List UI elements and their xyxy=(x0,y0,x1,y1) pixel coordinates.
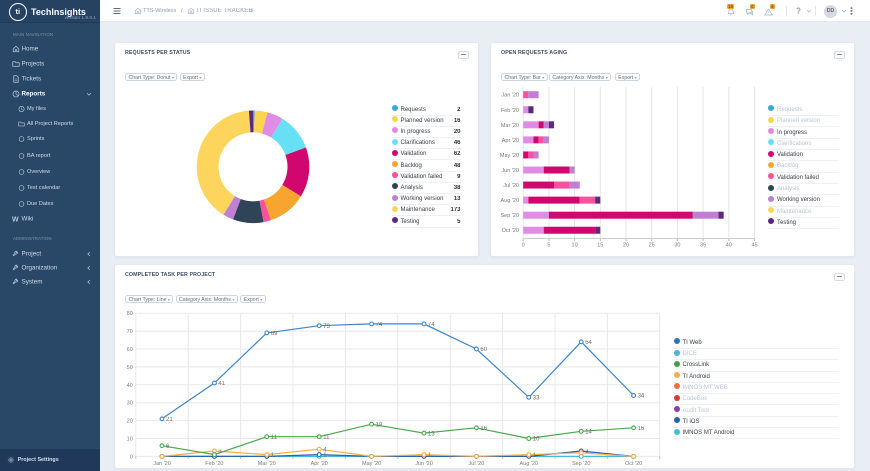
svg-text:Jul '20: Jul '20 xyxy=(503,183,519,189)
svg-text:Mar '20: Mar '20 xyxy=(258,461,276,467)
svg-text:16: 16 xyxy=(480,426,487,432)
svg-text:Aug '20: Aug '20 xyxy=(501,198,519,204)
svg-text:30: 30 xyxy=(127,401,133,407)
svg-text:35: 35 xyxy=(700,243,706,249)
svg-text:1: 1 xyxy=(533,453,537,459)
svg-text:Jun '20: Jun '20 xyxy=(501,168,519,174)
svg-text:11: 11 xyxy=(323,435,330,441)
svg-text:Feb '20: Feb '20 xyxy=(205,461,223,467)
svg-text:Apr '20: Apr '20 xyxy=(311,461,328,467)
svg-text:Sep '20: Sep '20 xyxy=(501,213,519,219)
svg-text:11: 11 xyxy=(271,435,278,441)
svg-text:1: 1 xyxy=(323,453,327,459)
svg-text:10: 10 xyxy=(572,243,578,249)
svg-text:50: 50 xyxy=(127,365,133,371)
svg-text:69: 69 xyxy=(271,331,278,337)
svg-text:64: 64 xyxy=(585,340,592,346)
svg-text:70: 70 xyxy=(127,329,133,335)
svg-text:Jan '20: Jan '20 xyxy=(153,461,171,467)
svg-text:Oct '20: Oct '20 xyxy=(502,228,519,234)
svg-text:May '20: May '20 xyxy=(362,461,381,467)
svg-text:16: 16 xyxy=(638,426,645,432)
svg-text:5: 5 xyxy=(547,243,550,249)
svg-text:40: 40 xyxy=(726,243,732,249)
svg-text:Jun '20: Jun '20 xyxy=(415,461,433,467)
svg-text:73: 73 xyxy=(323,324,330,330)
svg-text:10: 10 xyxy=(127,437,133,443)
svg-text:74: 74 xyxy=(428,322,435,328)
svg-text:21: 21 xyxy=(166,417,173,423)
svg-text:Feb '20: Feb '20 xyxy=(501,108,519,114)
svg-text:0: 0 xyxy=(522,243,525,249)
svg-text:80: 80 xyxy=(127,311,133,317)
svg-text:74: 74 xyxy=(376,322,383,328)
svg-text:Apr '20: Apr '20 xyxy=(502,138,519,144)
svg-text:3: 3 xyxy=(218,449,222,455)
svg-text:60: 60 xyxy=(480,347,487,353)
svg-text:45: 45 xyxy=(751,243,757,249)
svg-text:40: 40 xyxy=(127,383,133,389)
svg-text:0: 0 xyxy=(130,454,133,460)
svg-text:Mar '20: Mar '20 xyxy=(501,123,519,129)
svg-text:30: 30 xyxy=(674,243,680,249)
svg-text:10: 10 xyxy=(533,437,540,443)
svg-text:3: 3 xyxy=(585,449,589,455)
svg-text:25: 25 xyxy=(649,243,655,249)
svg-text:14: 14 xyxy=(585,430,592,436)
svg-text:1: 1 xyxy=(271,453,275,459)
svg-text:15: 15 xyxy=(597,243,603,249)
svg-text:4: 4 xyxy=(323,447,327,453)
svg-text:20: 20 xyxy=(623,243,629,249)
svg-text:41: 41 xyxy=(218,381,225,387)
svg-text:Jan '20: Jan '20 xyxy=(501,93,519,99)
svg-text:Aug '20: Aug '20 xyxy=(520,461,538,467)
svg-text:33: 33 xyxy=(533,396,540,402)
svg-text:Sep '20: Sep '20 xyxy=(572,461,590,467)
svg-text:13: 13 xyxy=(428,431,435,437)
svg-text:60: 60 xyxy=(127,347,133,353)
svg-text:Oct '20: Oct '20 xyxy=(625,461,642,467)
svg-text:1: 1 xyxy=(428,453,432,459)
svg-text:18: 18 xyxy=(376,422,383,428)
svg-text:34: 34 xyxy=(638,394,645,400)
svg-text:20: 20 xyxy=(127,419,133,425)
svg-text:Jul '20: Jul '20 xyxy=(469,461,485,467)
svg-text:6: 6 xyxy=(166,444,170,450)
svg-text:May '20: May '20 xyxy=(500,153,519,159)
